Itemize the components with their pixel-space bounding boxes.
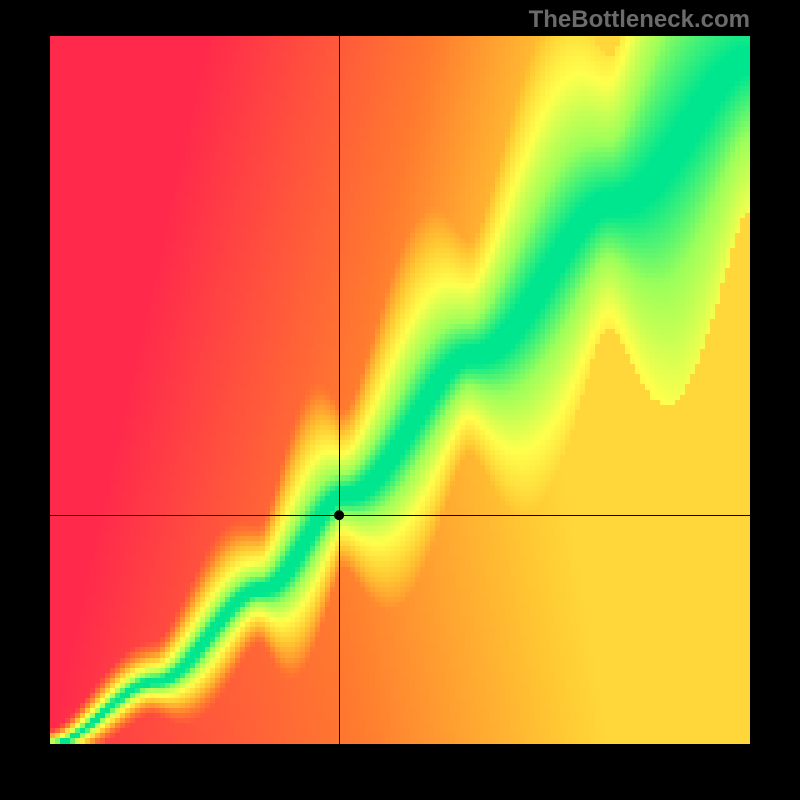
watermark-label: TheBottleneck.com [529, 6, 750, 34]
heatmap-plot [50, 36, 750, 744]
chart-container: TheBottleneck.com [0, 0, 800, 800]
heatmap-canvas [50, 36, 750, 744]
